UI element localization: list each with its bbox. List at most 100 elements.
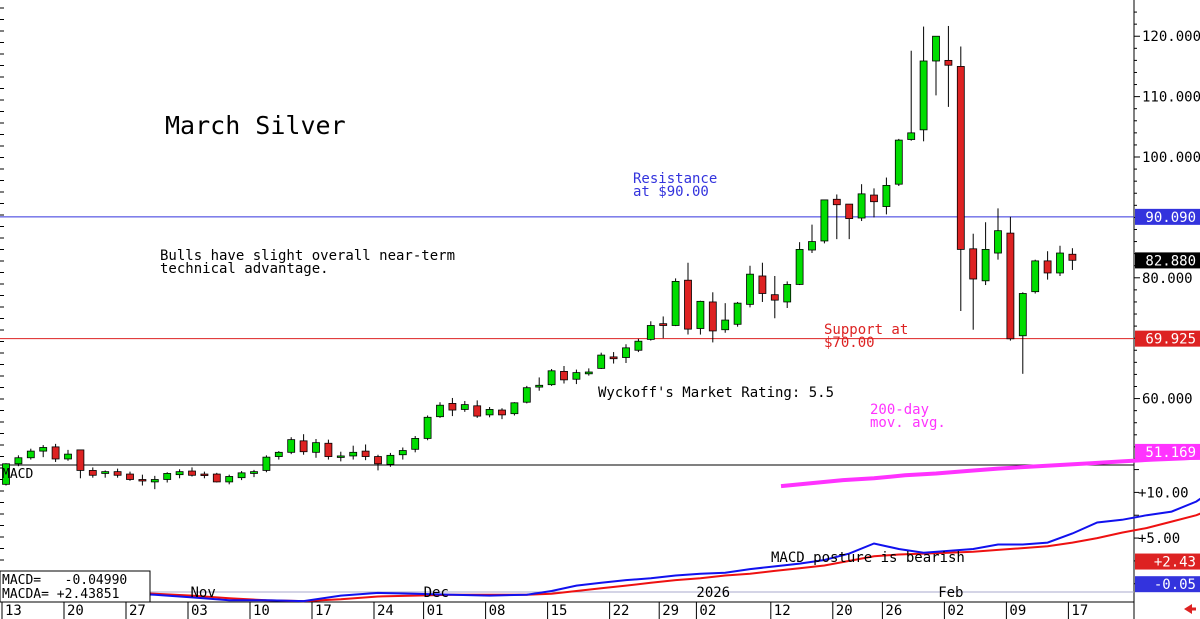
price-tag-label: 69.925: [1145, 332, 1196, 348]
candle-body: [919, 60, 928, 131]
candle-body: [150, 479, 159, 483]
candle-body: [436, 404, 444, 418]
price-y-tick-label: 100.000: [1142, 150, 1200, 166]
macd-y-tick-label: +5.00: [1138, 531, 1180, 547]
commentary-line-2: technical advantage.: [160, 261, 329, 277]
macd-readout-box: [0, 570, 151, 603]
candle-body: [882, 184, 891, 207]
x-month-label: Feb: [938, 585, 963, 601]
candle-body: [510, 402, 519, 415]
candle-body: [188, 470, 196, 476]
candle-body: [498, 409, 506, 416]
macd-readout-1: MACD= -0.04990: [2, 573, 127, 588]
candle-body: [783, 284, 792, 303]
candle-body: [200, 473, 209, 476]
candle-body: [225, 476, 234, 483]
candle-body: [770, 294, 779, 301]
candle-body: [969, 248, 978, 280]
support-label-1: Support at: [824, 322, 908, 338]
candle-body: [746, 273, 754, 305]
macd-readout-2: MACDA= +2.43851: [2, 587, 119, 602]
macd-tag-box: [1135, 576, 1200, 593]
x-tick-label: 15: [551, 603, 568, 619]
market-rating: Wyckoff's Market Rating: 5.5: [598, 385, 834, 401]
candle-body: [88, 470, 97, 476]
price-tag-label: 82.880: [1145, 253, 1196, 269]
candle-body: [448, 403, 457, 411]
candle-body: [126, 473, 134, 480]
price-tag-box: [1135, 330, 1200, 347]
candle-body: [473, 405, 482, 417]
candle-body: [398, 450, 407, 456]
candle-body: [1043, 260, 1052, 274]
candle-body: [671, 281, 680, 326]
candle-body: [1056, 252, 1064, 274]
candle-body: [1031, 260, 1040, 293]
price-tag-box: [1135, 443, 1200, 460]
macd-line: [5, 497, 1200, 603]
candle-body: [64, 453, 72, 460]
candle-body: [336, 455, 345, 458]
candle-body: [386, 454, 395, 465]
price-y-tick-label: 60.000: [1142, 392, 1193, 408]
x-tick-label: 10: [253, 603, 270, 619]
candle-body: [845, 203, 854, 220]
price-tag-box: [1135, 252, 1200, 269]
candle-body: [820, 199, 829, 242]
commentary-line-1: Bulls have slight overall near-term: [160, 248, 455, 264]
candle-body: [101, 471, 110, 474]
candle-body: [894, 139, 903, 185]
x-tick-label: 26: [885, 603, 902, 619]
candle-body: [14, 457, 23, 465]
candle-body: [870, 194, 878, 203]
candle-body: [696, 300, 705, 329]
macd-y-tick-label: +10.00: [1138, 485, 1189, 501]
candle-body: [956, 66, 965, 250]
macd-title: MACD: [2, 467, 33, 482]
candle-body: [708, 301, 717, 332]
candle-body: [721, 319, 730, 331]
mavg-label-2: mov. avg.: [870, 415, 946, 431]
candle-body: [250, 471, 258, 474]
macda-line: [6, 512, 1200, 603]
price-y-tick-label: 110.000: [1142, 90, 1200, 106]
x-tick-label: 02: [699, 603, 716, 619]
candle-body: [460, 404, 469, 410]
candle-body: [857, 193, 866, 219]
x-tick-label: 20: [67, 603, 84, 619]
price-tag-label: 90.090: [1145, 210, 1196, 226]
candle-body: [374, 456, 382, 465]
candle-body: [212, 473, 221, 483]
x-month-label: Dec: [424, 585, 449, 601]
macd-panel: +10.00 +5.00 +2.43 -0.05: [0, 469, 1200, 603]
macd-tag-label: +2.43: [1154, 555, 1196, 571]
x-tick-label: 27: [129, 603, 146, 619]
candle-body: [560, 370, 568, 381]
candle-body: [994, 230, 1002, 254]
candle-body: [584, 371, 593, 375]
x-tick-label: 03: [191, 603, 208, 619]
x-month-label: 2026: [696, 585, 730, 601]
candle-body: [808, 241, 816, 251]
x-tick-label: 17: [1071, 603, 1088, 619]
price-tag-label: 51.169: [1145, 445, 1196, 461]
x-month-label: Nov: [190, 585, 215, 601]
candle-body: [423, 416, 432, 439]
nav-arrow-icon[interactable]: [1184, 604, 1196, 614]
x-tick-label: 01: [427, 603, 444, 619]
candle-body: [76, 449, 85, 471]
candle-body: [312, 442, 320, 453]
candle-body: [758, 275, 767, 294]
x-axis: 13 20 27 03 10 17 24 01 08 15 22 29 02 12 20 26 02 09 17No…: [1, 585, 1088, 619]
candle-body: [622, 347, 630, 358]
candle-body: [175, 471, 184, 476]
candle-body: [361, 450, 370, 457]
candle-body: [659, 323, 668, 326]
x-tick-label: 02: [947, 603, 964, 619]
x-tick-label: 24: [377, 603, 394, 619]
candle-body: [485, 409, 494, 416]
macd-tag-label: -0.05: [1154, 577, 1196, 593]
support-label-2: $70.00: [824, 335, 875, 351]
